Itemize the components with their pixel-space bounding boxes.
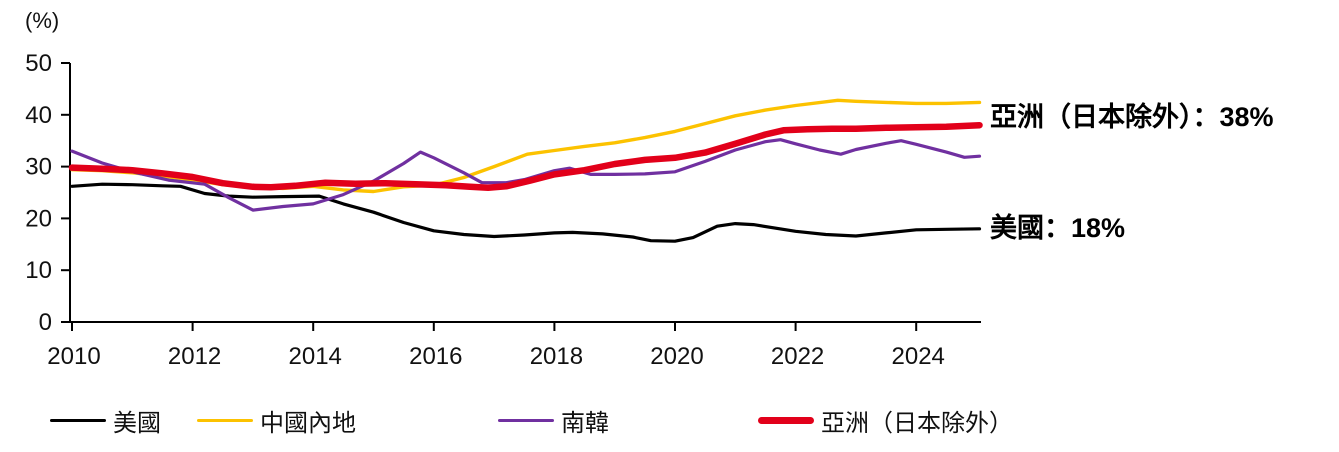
x-tick-label: 2020 [650, 343, 703, 370]
y-tick-label: 30 [25, 154, 52, 181]
y-tick-label: 40 [25, 102, 52, 129]
x-tick-label: 2014 [289, 343, 342, 370]
x-tick-label: 2024 [892, 343, 945, 370]
legend-item-south-korea: 南韓 [498, 405, 609, 437]
legend-line-us-icon [50, 418, 106, 422]
x-tick-label: 2018 [530, 343, 583, 370]
legend-label-mainland-china: 中國內地 [260, 409, 356, 437]
legend-line-asia-ex-japan-icon [758, 416, 814, 424]
x-tick-label: 2022 [771, 343, 824, 370]
annotation-us: 美國：18% [990, 213, 1126, 243]
legend-item-asia-ex-japan: 亞洲（日本除外） [758, 405, 1013, 437]
series-line-us [70, 182, 982, 243]
legend-line-south-korea-icon [498, 418, 554, 422]
legend: 美國 中國內地 南韓 亞洲（日本除外） [0, 405, 1339, 439]
x-tick-label: 2012 [168, 343, 221, 370]
x-tick-label: 2016 [409, 343, 462, 370]
x-tick-label: 2010 [47, 343, 100, 370]
y-tick-label: 0 [39, 309, 52, 336]
y-tick-label: 20 [25, 205, 52, 232]
legend-item-mainland-china: 中國內地 [197, 405, 356, 437]
legend-label-south-korea: 南韓 [561, 409, 609, 437]
series-line-asia-ex-japan [68, 121, 983, 192]
legend-label-us: 美國 [113, 409, 161, 437]
legend-item-us: 美國 [50, 405, 161, 437]
y-axis-unit-label: (%) [25, 8, 60, 33]
y-tick-label: 50 [25, 50, 52, 77]
series-line-south-korea [70, 138, 982, 212]
legend-line-mainland-china-icon [197, 418, 253, 422]
y-tick-label: 10 [25, 257, 52, 284]
legend-label-asia-ex-japan: 亞洲（日本除外） [821, 409, 1013, 437]
annotation-asia-ex-japan: 亞洲（日本除外）：38% [990, 102, 1274, 132]
